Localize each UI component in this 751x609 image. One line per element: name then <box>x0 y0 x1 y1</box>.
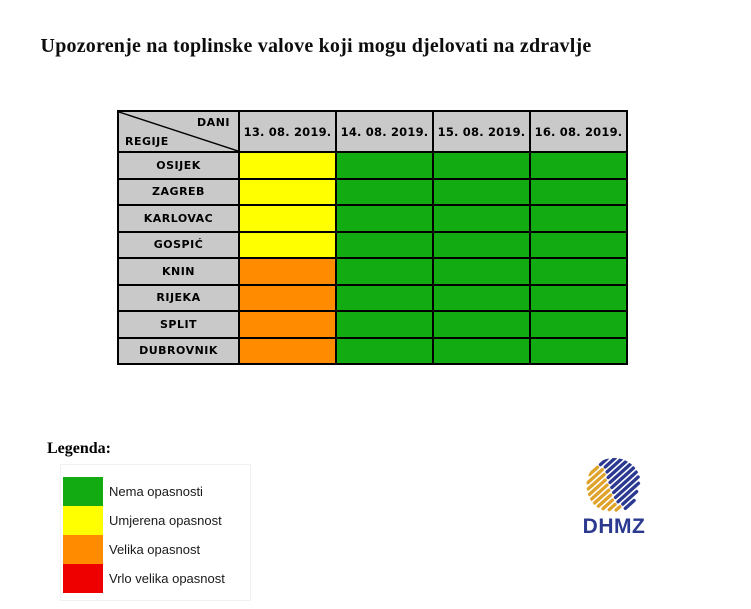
warning-cell <box>529 177 628 206</box>
table-row: KARLOVAC <box>117 204 628 233</box>
warning-cell <box>335 204 434 233</box>
table-row: SPLIT <box>117 310 628 339</box>
legend-panel: Nema opasnosti Umjerena opasnost Velika op… <box>60 464 251 601</box>
warning-cell <box>335 177 434 206</box>
warning-cell <box>432 177 531 206</box>
legend-label: Velika opasnost <box>109 542 201 557</box>
warning-cell <box>335 257 434 286</box>
warning-cell <box>529 283 628 312</box>
warning-cell <box>238 230 337 259</box>
warning-cell <box>238 310 337 339</box>
region-label: KNIN <box>117 257 240 286</box>
legend-items: Nema opasnosti Umjerena opasnost Velika op… <box>63 477 225 593</box>
table-row: OSIJEK <box>117 151 628 180</box>
warning-cell <box>529 310 628 339</box>
table-row: GOSPIĆ <box>117 230 628 259</box>
region-label: ZAGREB <box>117 177 240 206</box>
warning-cell <box>432 336 531 365</box>
warning-cell <box>432 310 531 339</box>
warning-cell <box>238 283 337 312</box>
table-row: ZAGREB <box>117 177 628 206</box>
region-label: GOSPIĆ <box>117 230 240 259</box>
legend-label: Umjerena opasnost <box>109 513 222 528</box>
region-label: RIJEKA <box>117 283 240 312</box>
date-column-header: 14. 08. 2019. <box>335 110 434 153</box>
warning-cell <box>432 151 531 180</box>
date-column-header: 16. 08. 2019. <box>529 110 628 153</box>
legend-label: Vrlo velika opasnost <box>109 571 225 586</box>
table-row: KNIN <box>117 257 628 286</box>
warning-cell <box>335 230 434 259</box>
warning-cell <box>529 151 628 180</box>
warning-cell <box>238 336 337 365</box>
globe-stripes <box>586 457 641 512</box>
warning-cell <box>238 151 337 180</box>
warning-cell <box>335 310 434 339</box>
legend-swatch <box>63 535 103 564</box>
legend-swatch <box>63 477 103 506</box>
legend-label: Nema opasnosti <box>109 484 203 499</box>
warning-cell <box>432 230 531 259</box>
legend-swatch <box>63 506 103 535</box>
warning-cell <box>238 257 337 286</box>
table-body: OSIJEK ZAGREB KARLOVAC GOSPIĆ KNIN RIJEKA SPLI… <box>117 151 628 365</box>
warning-cell <box>335 336 434 365</box>
region-label: SPLIT <box>117 310 240 339</box>
legend-item: Velika opasnost <box>63 535 225 564</box>
corner-dani-label: DANI <box>197 116 230 129</box>
date-column-header: 13. 08. 2019. <box>238 110 337 153</box>
table-row: DUBROVNIK <box>117 336 628 365</box>
heat-warning-table: DANI REGIJE 13. 08. 2019. 14. 08. 2019. 15… <box>117 110 628 365</box>
warning-cell <box>529 257 628 286</box>
warning-cell <box>238 177 337 206</box>
warning-cell <box>432 257 531 286</box>
warning-cell <box>432 283 531 312</box>
page-title: Upozorenje na toplinske valove koji mogu… <box>40 35 592 57</box>
dhmz-logo: DHMZ <box>577 457 651 538</box>
legend-heading: Legenda: <box>47 440 111 457</box>
warning-cell <box>335 283 434 312</box>
dhmz-logo-text: DHMZ <box>582 515 646 538</box>
warning-cell <box>335 151 434 180</box>
warning-cell <box>529 336 628 365</box>
warning-cell <box>529 230 628 259</box>
corner-cell: DANI REGIJE <box>117 110 240 153</box>
region-label: KARLOVAC <box>117 204 240 233</box>
legend-item: Nema opasnosti <box>63 477 225 506</box>
legend-swatch <box>63 564 103 593</box>
region-label: OSIJEK <box>117 151 240 180</box>
diagonal-divider-icon <box>119 112 238 151</box>
table-header-row: DANI REGIJE 13. 08. 2019. 14. 08. 2019. 15… <box>117 110 628 153</box>
corner-regije-label: REGIJE <box>125 135 169 148</box>
table-row: RIJEKA <box>117 283 628 312</box>
warning-cell <box>238 204 337 233</box>
warning-cell <box>529 204 628 233</box>
date-column-header: 15. 08. 2019. <box>432 110 531 153</box>
legend-item: Vrlo velika opasnost <box>63 564 225 593</box>
legend-item: Umjerena opasnost <box>63 506 225 535</box>
region-label: DUBROVNIK <box>117 336 240 365</box>
dhmz-globe-icon <box>586 457 641 512</box>
warning-cell <box>432 204 531 233</box>
